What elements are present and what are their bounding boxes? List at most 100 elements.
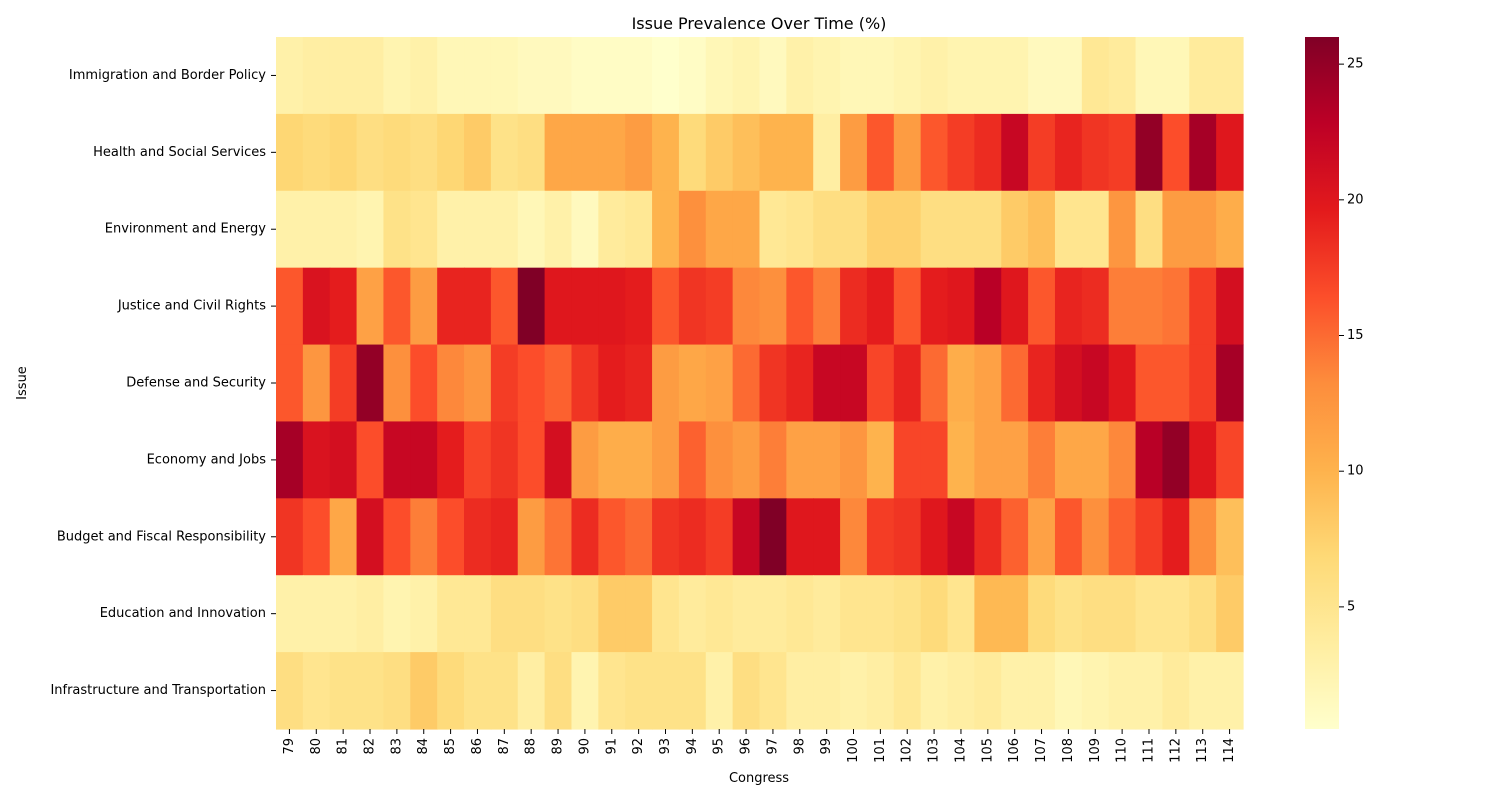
heatmap-cell — [571, 113, 599, 192]
heatmap-cell — [464, 575, 492, 653]
heatmap-cell — [464, 498, 492, 576]
heatmap-cell — [866, 113, 895, 192]
heatmap-cell — [947, 344, 975, 423]
heatmap-cell — [678, 113, 707, 192]
heatmap-cell — [732, 37, 761, 115]
heatmap-cell — [974, 267, 1002, 346]
heatmap-cell — [920, 575, 949, 653]
heatmap-cell — [1189, 344, 1217, 423]
heatmap-cell — [1135, 575, 1164, 653]
heatmap-cell — [652, 421, 680, 499]
heatmap-cell — [1081, 652, 1110, 730]
heatmap-cell — [1216, 421, 1244, 499]
heatmap-cell — [813, 498, 841, 576]
heatmap-cell — [383, 267, 411, 346]
heatmap-cell — [329, 498, 358, 576]
heatmap-cell — [302, 37, 331, 115]
heatmap-cell — [276, 652, 304, 730]
x-tick-label: 94 — [685, 738, 700, 755]
heatmap-cell — [813, 267, 841, 346]
heatmap-cell — [276, 498, 304, 576]
heatmap-cell — [356, 113, 385, 192]
heatmap-cell — [1028, 267, 1056, 346]
heatmap-cell — [947, 498, 975, 576]
heatmap-cell — [866, 267, 895, 346]
heatmap-cell — [329, 421, 358, 499]
heatmap-cell — [1162, 498, 1190, 576]
heatmap-cell — [1081, 498, 1110, 576]
heatmap-cell — [1216, 267, 1244, 346]
heatmap-cell — [652, 267, 680, 346]
heatmap-cell — [947, 575, 975, 653]
heatmap-cell — [1054, 421, 1083, 499]
heatmap-cell — [759, 652, 787, 730]
heatmap-cell — [1216, 113, 1244, 192]
x-tick-label: 111 — [1141, 738, 1156, 763]
heatmap-cell — [383, 37, 411, 115]
heatmap-cell — [1081, 575, 1110, 653]
heatmap-cell — [705, 575, 734, 653]
y-axis-ticks: Immigration and Border Policy Health and … — [50, 68, 276, 698]
heatmap-cell — [1001, 267, 1029, 346]
heatmap-cell — [571, 37, 599, 115]
heatmap-cell — [840, 267, 868, 346]
heatmap-cell — [652, 113, 680, 192]
heatmap-cell — [732, 267, 761, 346]
heatmap-cell — [1108, 113, 1137, 192]
heatmap-cell — [329, 113, 358, 192]
x-tick-label: 96 — [739, 738, 754, 755]
heatmap-cell — [1108, 344, 1137, 423]
heatmap-cell — [1135, 190, 1164, 269]
y-tick-label: Infrastructure and Transportation — [50, 683, 266, 698]
heatmap-cell — [652, 344, 680, 423]
x-tick-label: 90 — [577, 738, 592, 755]
heatmap-cell — [652, 575, 680, 653]
heatmap-cell — [1001, 498, 1029, 576]
x-tick-label: 108 — [1061, 738, 1076, 763]
heatmap-cell — [1135, 498, 1164, 576]
heatmap-cell — [571, 344, 599, 423]
heatmap-cell — [625, 421, 653, 499]
heatmap-cell — [840, 421, 868, 499]
heatmap-cell — [705, 344, 734, 423]
heatmap-cell — [974, 113, 1002, 192]
heatmap-cell — [437, 575, 465, 653]
x-tick-label: 95 — [712, 738, 727, 755]
heatmap-cell — [276, 113, 304, 192]
heatmap-cell — [1216, 190, 1244, 269]
heatmap-cell — [464, 113, 492, 192]
x-tick-label: 114 — [1222, 738, 1237, 763]
heatmap-cell — [893, 575, 922, 653]
heatmap-cell — [598, 344, 626, 423]
heatmap-cell — [490, 575, 519, 653]
heatmap-cell — [974, 498, 1002, 576]
heatmap-cell — [866, 421, 895, 499]
heatmap-cell — [410, 344, 438, 423]
heatmap-cell — [732, 344, 761, 423]
heatmap-cell — [1081, 190, 1110, 269]
heatmap-cell — [920, 498, 949, 576]
heatmap-cell — [517, 113, 546, 192]
heatmap-cell — [1189, 498, 1217, 576]
heatmap-cell — [786, 190, 814, 269]
heatmap-cell — [464, 190, 492, 269]
heatmap-cell — [786, 575, 814, 653]
x-tick-label: 89 — [551, 738, 566, 755]
x-tick-label: 91 — [604, 738, 619, 755]
heatmap-cell — [383, 113, 411, 192]
heatmap-cell — [383, 652, 411, 730]
y-tick-label: Justice and Civil Rights — [117, 299, 266, 314]
heatmap-cell — [947, 190, 975, 269]
heatmap-cell — [410, 652, 438, 730]
heatmap-cell — [786, 421, 814, 499]
heatmap-cell — [517, 37, 546, 115]
heatmap-cell — [1081, 421, 1110, 499]
heatmap-cell — [517, 652, 546, 730]
heatmap-cell — [410, 190, 438, 269]
heatmap-cell — [544, 344, 573, 423]
heatmap-cell — [276, 37, 304, 115]
heatmap-cell — [490, 267, 519, 346]
heatmap-cell — [974, 421, 1002, 499]
heatmap-cell — [840, 190, 868, 269]
